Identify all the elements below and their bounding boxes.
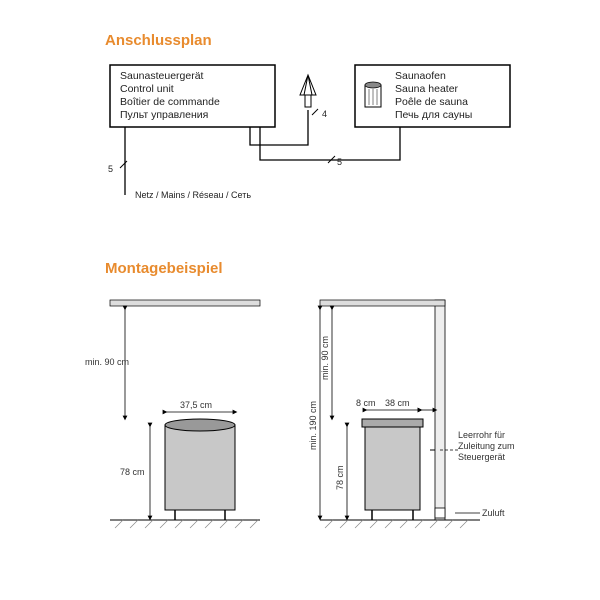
- side-gap: 8 cm: [356, 398, 376, 408]
- front-width: 37,5 cm: [180, 400, 212, 410]
- wiring-title: Anschlussplan: [105, 32, 212, 49]
- control-line1: Saunasteuergerät: [120, 70, 204, 82]
- mains-label: Netz / Mains / Réseau / Сеть: [135, 190, 251, 200]
- control-line3: Boîtier de commande: [120, 96, 220, 108]
- heater-line2: Sauna heater: [395, 83, 459, 95]
- control-line4: Пульт управления: [120, 109, 208, 121]
- heater-line1: Saunaofen: [395, 70, 446, 82]
- heater-line4: Печь для сауны: [395, 109, 472, 121]
- side-clear: min. 90 cm: [320, 336, 330, 380]
- label-5a: 5: [108, 164, 113, 174]
- conduit-l1: Leerrohr für: [458, 430, 505, 440]
- conduit-l2: Zuleitung zum: [458, 441, 515, 451]
- side-depth: 38 cm: [385, 398, 410, 408]
- heater-line3: Poêle de sauna: [395, 96, 468, 108]
- mounting-diagram: min. 90 cm 37,5 cm 78 cm: [80, 290, 540, 550]
- zuluft-label: Zuluft: [482, 508, 505, 518]
- heater-icon: [365, 82, 381, 107]
- wiring-diagram: Saunasteuergerät Control unit Boîtier de…: [100, 55, 520, 225]
- label-5b: 5: [337, 157, 342, 167]
- mounting-title: Montagebeispiel: [105, 260, 223, 277]
- side-h78: 78 cm: [335, 465, 345, 490]
- side-total: min. 190 cm: [308, 401, 318, 450]
- conduit-l3: Steuergerät: [458, 452, 506, 462]
- side-view: min. 90 cm min. 190 cm 78 cm 8 cm 38 cm …: [308, 300, 515, 528]
- sensor-icon: [300, 75, 316, 107]
- label-4: 4: [322, 109, 327, 119]
- heater-side-icon: [362, 419, 423, 520]
- front-clear: min. 90 cm: [85, 357, 129, 367]
- front-h78: 78 cm: [120, 467, 145, 477]
- heater-front-icon: [165, 419, 235, 520]
- control-line2: Control unit: [120, 83, 174, 95]
- front-view: min. 90 cm 37,5 cm 78 cm: [85, 300, 260, 528]
